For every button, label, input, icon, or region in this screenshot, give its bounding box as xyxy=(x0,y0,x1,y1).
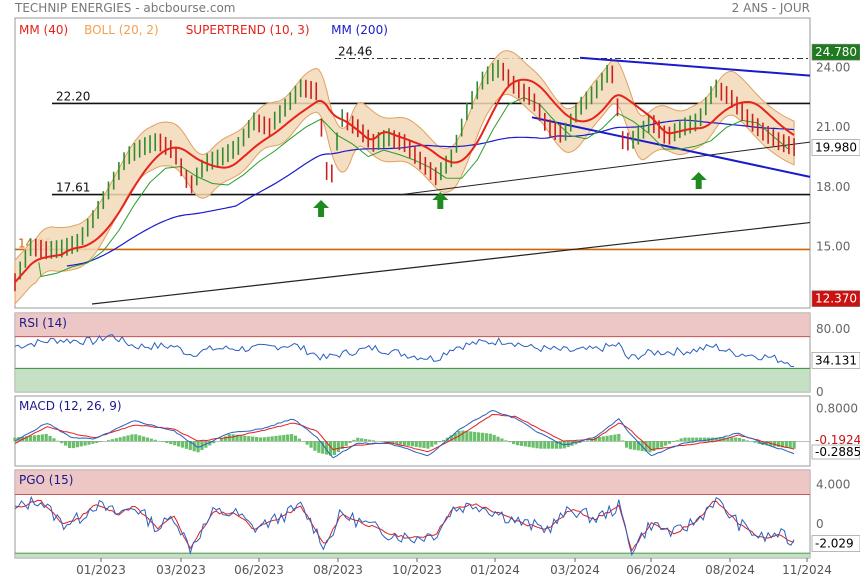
x-tick-label: 06/2023 xyxy=(234,563,284,577)
pgo-tick-label: 4.000 xyxy=(816,478,850,492)
price-panel: MM (40) BOLL (20, 2) SUPERTREND (10, 3) MM … xyxy=(14,17,860,309)
value-tag-label: 24.780 xyxy=(815,45,857,59)
x-tick-label: 08/2023 xyxy=(313,563,363,577)
x-tick-label: 01/2023 xyxy=(76,563,126,577)
legend-item-1: BOLL (20, 2) xyxy=(84,23,159,37)
pgo-value-box xyxy=(811,535,860,552)
macd-panel: 0.80000MACD (12, 26, 9)-0.1924-0.2885 xyxy=(13,395,860,467)
level-label: 22.20 xyxy=(56,89,90,103)
rsi-panel: 80.00 0 RSI (14) 34.131 xyxy=(14,312,860,399)
price-tick-label: 24.00 xyxy=(816,61,850,75)
macd-frame xyxy=(14,395,811,467)
pgo-overbought-zone xyxy=(15,470,810,495)
trendline-upper-channel xyxy=(579,56,811,77)
rsi-value-label: 34.131 xyxy=(815,353,857,367)
x-tick-label: 10/2023 xyxy=(392,563,442,577)
ma40-line xyxy=(14,78,795,283)
legend-item-2: SUPERTREND (10, 3) xyxy=(186,23,310,37)
price-tick-label: 18.00 xyxy=(816,180,850,194)
level-label: 17.61 xyxy=(56,181,90,195)
rsi-oversold-zone xyxy=(15,368,810,392)
ma200-line xyxy=(66,119,795,267)
value-tag-box xyxy=(811,43,860,61)
buy-arrow-icon xyxy=(690,172,707,189)
value-tag-box xyxy=(811,139,860,156)
pgo-value-label: -2.029 xyxy=(815,537,854,551)
pgo-oversold-zone xyxy=(15,553,810,558)
pgo-tick-label: 0 xyxy=(816,517,824,531)
rsi-tick-label: 80.00 xyxy=(816,322,850,336)
macd-value: -0.2885 xyxy=(815,445,860,459)
level-label: 24.46 xyxy=(338,45,372,59)
macd-signal-line xyxy=(14,413,795,453)
value-tag-box xyxy=(811,290,860,307)
price-frame xyxy=(14,17,811,309)
pgo-label: PGO (15) xyxy=(19,473,73,487)
macd-signal-box xyxy=(812,433,860,447)
macd-signal-value: -0.1924 xyxy=(815,433,860,447)
rsi-line xyxy=(14,334,795,367)
value-tag-label: 12.370 xyxy=(815,292,857,306)
x-tick-label: 01/2024 xyxy=(470,563,520,577)
pgo-signal-line xyxy=(14,499,795,552)
supertrend-line xyxy=(38,97,790,278)
chart-period: 2 ANS - JOUR xyxy=(731,1,810,15)
rsi-tick-label: 0 xyxy=(816,385,824,399)
chart-title: TECHNIP ENERGIES - abcbourse.com xyxy=(15,1,236,15)
x-tick-label: 03/2024 xyxy=(550,563,600,577)
macd-tick-label: 0.8000 xyxy=(816,401,858,415)
rsi-value-box xyxy=(811,352,860,369)
trendline-lower-channel xyxy=(531,116,811,178)
pgo-panel: 4.000 0 PGO (15) -2.029 xyxy=(14,469,860,559)
price-tick-label: 21.00 xyxy=(816,120,850,134)
trendline-support xyxy=(399,141,811,196)
rsi-label: RSI (14) xyxy=(19,316,67,330)
x-tick-label: 08/2024 xyxy=(705,563,755,577)
rsi-overbought-zone xyxy=(15,313,810,337)
legend-item-0: MM (40) xyxy=(19,23,68,37)
buy-arrow-icon xyxy=(432,192,449,209)
buy-arrow-icon xyxy=(313,200,330,217)
x-tick-label: 06/2024 xyxy=(626,563,676,577)
macd-label: MACD (12, 26, 9) xyxy=(19,399,122,413)
value-tag-label: 19.980 xyxy=(815,141,857,155)
x-tick-label: 11/2024 xyxy=(782,563,832,577)
price-tick-label: 15.00 xyxy=(816,239,850,253)
x-tick-label: 03/2023 xyxy=(156,563,206,577)
macd-value-box xyxy=(811,444,860,460)
pgo-line xyxy=(14,495,795,557)
macd-line xyxy=(14,409,795,459)
legend-item-3: MM (200) xyxy=(331,23,388,37)
x-axis: 01/2023 03/2023 06/2023 08/2023 10/2023 01/20… xyxy=(76,558,832,577)
trendline-long xyxy=(91,221,811,305)
